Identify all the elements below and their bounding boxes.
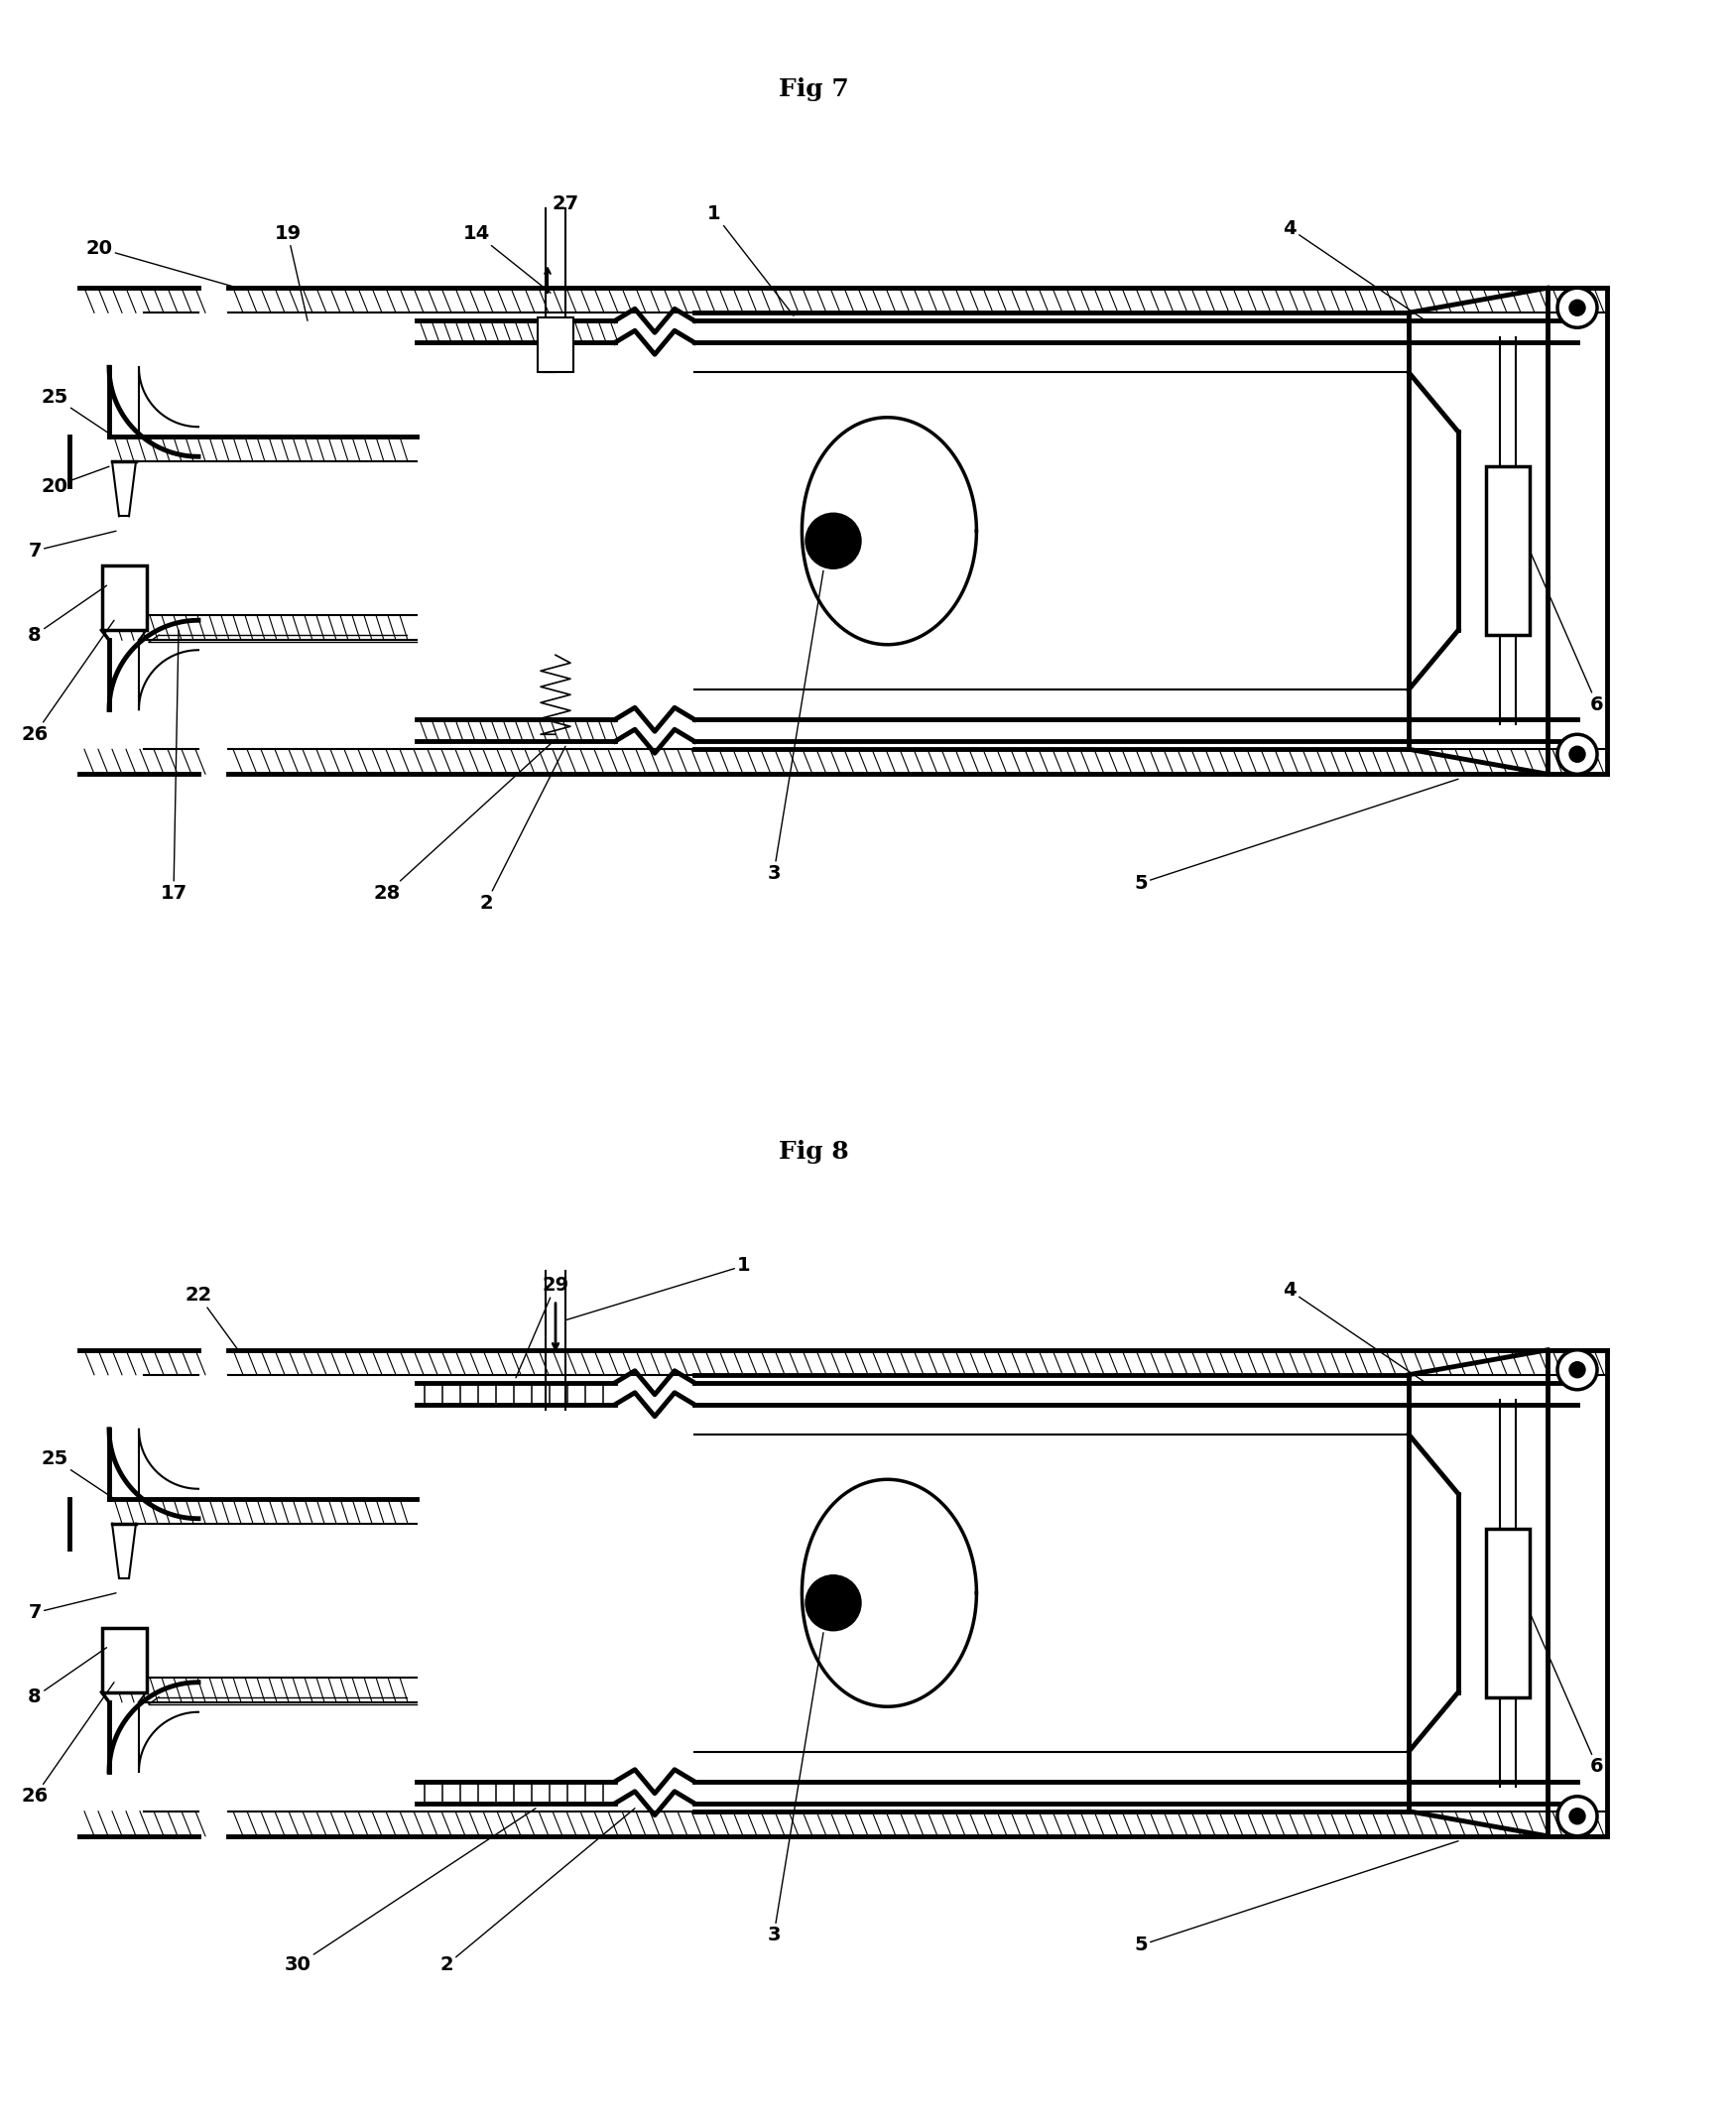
Bar <box>1486 1529 1529 1697</box>
Text: 6: 6 <box>1528 546 1604 714</box>
Text: 14: 14 <box>462 223 550 293</box>
Text: 17: 17 <box>160 631 187 903</box>
Circle shape <box>1569 746 1585 763</box>
Text: 3: 3 <box>767 571 823 884</box>
Text: 3: 3 <box>767 1633 823 1946</box>
Bar <box>1486 467 1529 635</box>
Text: 1: 1 <box>708 204 793 316</box>
Bar <box>538 319 573 372</box>
Text: 25: 25 <box>42 1451 115 1500</box>
Text: 2: 2 <box>479 746 566 913</box>
Text: Fig 8: Fig 8 <box>778 1141 849 1164</box>
Text: 27: 27 <box>552 193 578 268</box>
Circle shape <box>1569 299 1585 316</box>
Text: 8: 8 <box>28 1648 106 1706</box>
Text: 29: 29 <box>516 1277 569 1378</box>
Text: 8: 8 <box>28 586 106 644</box>
Text: 1: 1 <box>566 1255 750 1321</box>
Circle shape <box>1569 1808 1585 1825</box>
Circle shape <box>1569 1361 1585 1378</box>
Circle shape <box>1557 735 1597 773</box>
Text: 6: 6 <box>1528 1608 1604 1776</box>
Text: 25: 25 <box>42 389 115 438</box>
Text: 20: 20 <box>85 238 238 289</box>
Text: 30: 30 <box>285 1808 536 1975</box>
Circle shape <box>806 1576 861 1631</box>
Text: 4: 4 <box>1283 219 1429 323</box>
Text: 2: 2 <box>439 1808 635 1975</box>
Text: 5: 5 <box>1134 1842 1458 1954</box>
Circle shape <box>806 514 861 569</box>
Text: 7: 7 <box>28 1593 116 1623</box>
Polygon shape <box>802 1480 977 1706</box>
Text: 22: 22 <box>186 1285 238 1351</box>
Text: 28: 28 <box>373 739 556 903</box>
Text: 26: 26 <box>21 620 115 743</box>
Text: 19: 19 <box>274 223 307 321</box>
Text: 26: 26 <box>21 1682 115 1805</box>
Text: Fig 7: Fig 7 <box>778 79 849 102</box>
Polygon shape <box>802 418 977 644</box>
Text: 4: 4 <box>1283 1281 1429 1385</box>
Circle shape <box>1557 1351 1597 1389</box>
Text: 7: 7 <box>28 531 116 561</box>
Text: 5: 5 <box>1134 780 1458 892</box>
Bar <box>102 565 146 631</box>
Bar <box>102 1627 146 1693</box>
Circle shape <box>1557 289 1597 327</box>
Text: 20: 20 <box>42 467 109 495</box>
Circle shape <box>1557 1797 1597 1835</box>
